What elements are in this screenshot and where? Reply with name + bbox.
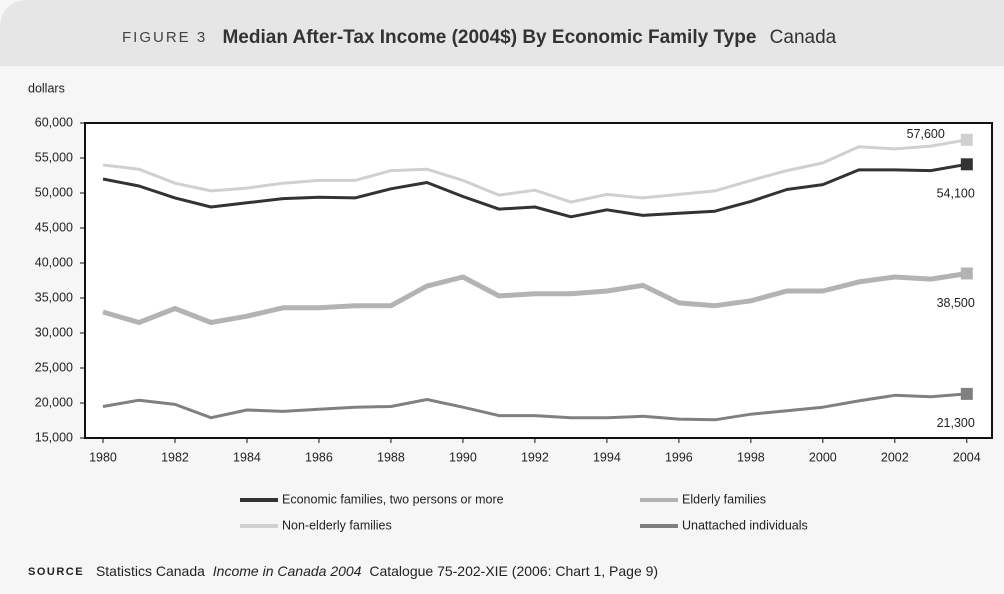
end-marker <box>960 267 973 280</box>
y-tick-label: 50,000 <box>35 185 73 199</box>
y-tick-label: 20,000 <box>35 395 73 409</box>
x-tick-label: 1988 <box>377 450 405 464</box>
y-tick-label: 55,000 <box>35 150 73 164</box>
source-line: SOURCE Statistics Canada Income in Canad… <box>28 563 658 579</box>
x-tick-label: 1986 <box>305 450 333 464</box>
end-marker <box>960 158 973 171</box>
x-tick-label: 1994 <box>593 450 621 464</box>
x-tick-label: 1996 <box>665 450 693 464</box>
legend-label: Economic families, two persons or more <box>282 492 504 506</box>
legend-label: Unattached individuals <box>682 518 808 532</box>
y-tick-label: 30,000 <box>35 325 73 339</box>
data-label: 38,500 <box>937 296 975 310</box>
y-tick-label: 60,000 <box>35 115 73 129</box>
y-tick-label: 35,000 <box>35 290 73 304</box>
legend-label: Non-elderly families <box>282 518 392 532</box>
x-tick-label: 1984 <box>233 450 261 464</box>
x-tick-label: 2000 <box>809 450 837 464</box>
source-italic: Income in Canada 2004 <box>213 563 362 579</box>
data-label: 57,600 <box>907 127 945 141</box>
x-tick-label: 1998 <box>737 450 765 464</box>
source-text: Statistics Canada <box>96 563 205 579</box>
chart-subtitle: Canada <box>770 27 837 48</box>
data-label: 21,300 <box>937 416 975 430</box>
y-tick-label: 40,000 <box>35 255 73 269</box>
series-line <box>102 162 968 219</box>
source-label: SOURCE <box>28 566 84 578</box>
source-text: Catalogue 75-202-XIE (2006: Chart 1, Pag… <box>369 563 658 579</box>
y-axis-label: dollars <box>28 81 65 95</box>
y-tick-label: 45,000 <box>35 220 73 234</box>
chart-title-line: FIGURE 3 Median After-Tax Income (2004$)… <box>122 27 837 48</box>
series-line <box>102 271 968 325</box>
x-tick-label: 1992 <box>521 450 549 464</box>
data-label: 54,100 <box>937 187 975 201</box>
x-tick-label: 2002 <box>881 450 909 464</box>
plot-area <box>84 122 993 439</box>
end-marker <box>960 387 973 400</box>
series-line <box>102 138 968 204</box>
chart-title: Median After-Tax Income (2004$) By Econo… <box>222 27 756 48</box>
figure-label: FIGURE 3 <box>122 29 207 46</box>
x-tick-label: 2004 <box>953 450 981 464</box>
x-tick-label: 1980 <box>89 450 117 464</box>
x-tick-label: 1982 <box>161 450 189 464</box>
y-tick-label: 15,000 <box>35 430 73 444</box>
series-line <box>102 392 967 422</box>
end-marker <box>960 133 973 146</box>
x-tick-label: 1990 <box>449 450 477 464</box>
legend-label: Elderly families <box>682 492 766 506</box>
y-tick-label: 25,000 <box>35 360 73 374</box>
